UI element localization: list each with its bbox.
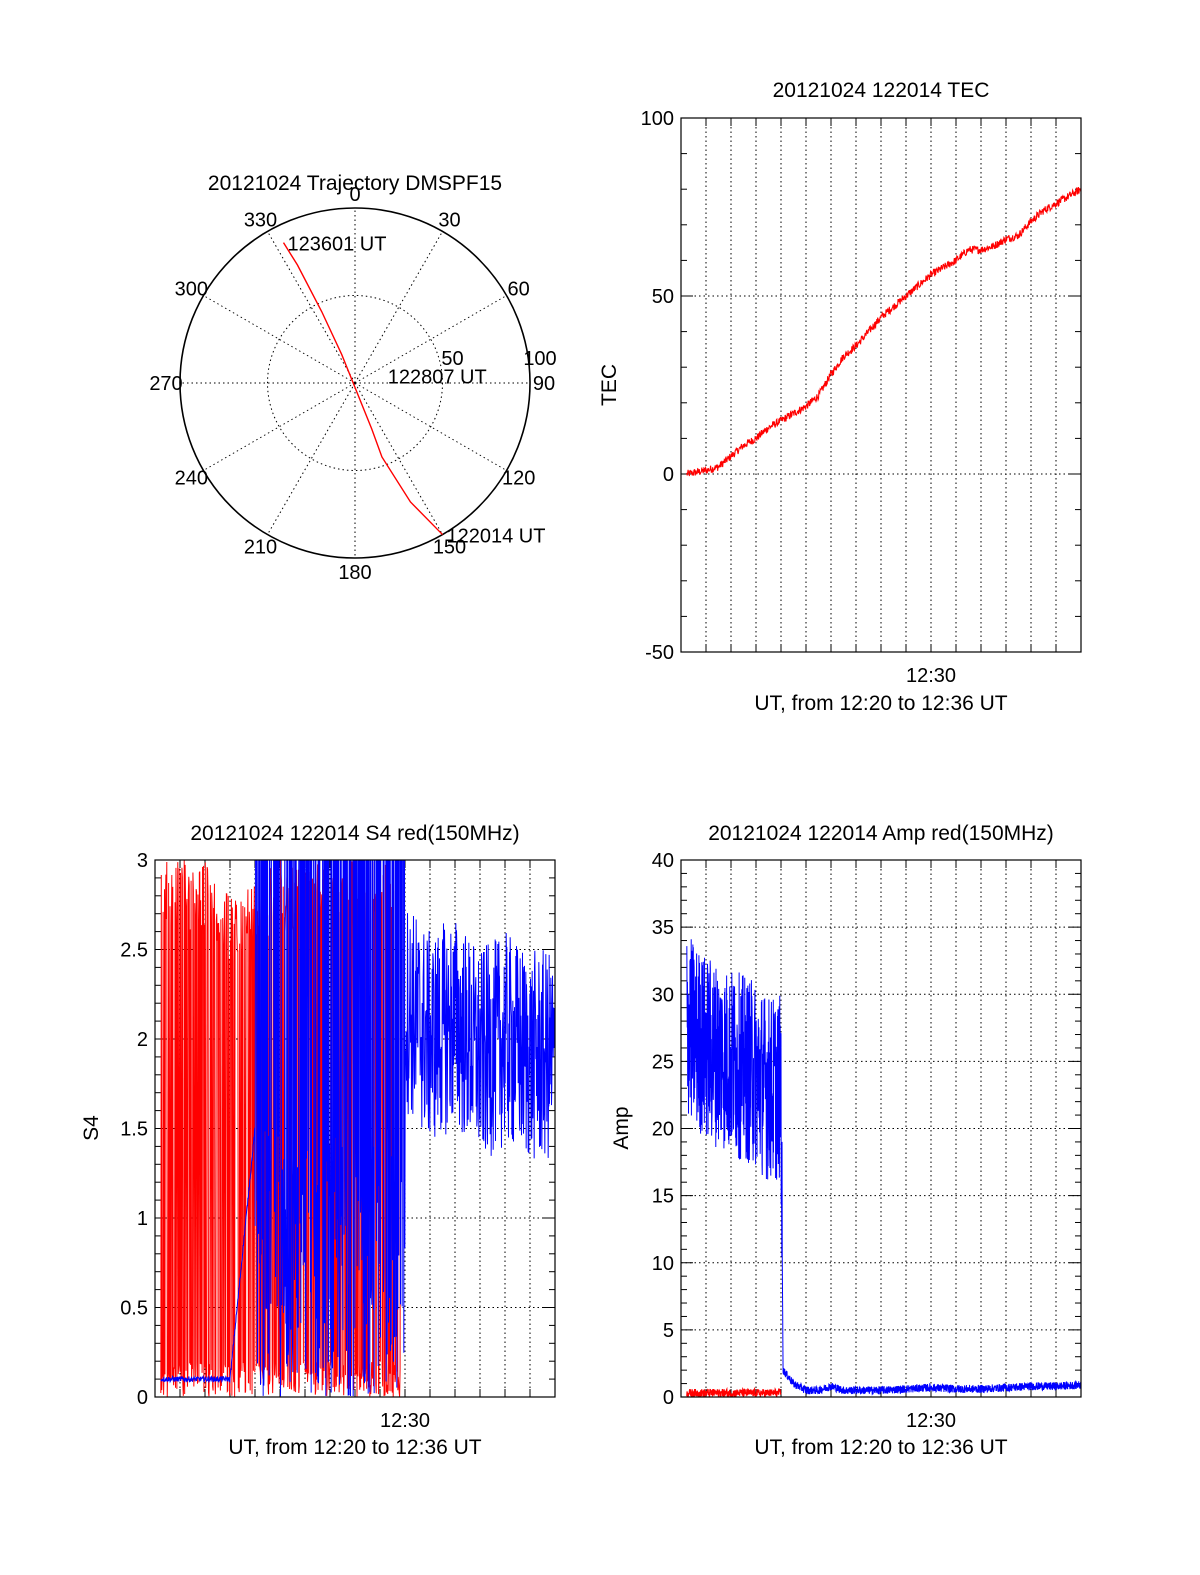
y-tick-label: 50 [652,286,674,308]
y-tick-label: 40 [652,850,674,872]
polar-angle-label: 150 [433,537,466,559]
polar-spoke [267,382,356,535]
amp-title: 20121024 122014 Amp red(150MHz) [708,822,1054,845]
polar-labels: 0 30 60 90 120 150 180 210 240 270 300 330 50 100 [149,184,556,584]
tec-ylabel: TEC [598,364,621,406]
y-tick-label: 0 [663,1387,674,1409]
amp-ylabel: Amp [610,1106,633,1149]
y-tick-label: 100 [641,108,674,130]
polar-trajectory-line [282,242,443,536]
polar-annotation: 122807 UT [388,366,487,388]
s4-plot: 20121024 122014 S4 red(150MHz) UT, from … [80,822,556,1459]
y-tick-label: 3 [137,850,148,872]
y-tick-label: 1 [137,1208,148,1230]
plot-frame [680,859,1082,1398]
tec-xlabel: UT, from 12:20 to 12:36 UT [754,692,1007,715]
y-tick-label: 2.5 [120,940,148,962]
tec-title: 20121024 122014 TEC [773,79,990,102]
series-group [160,860,555,1397]
s4-blue-series [160,860,555,1397]
y-tick-label: 35 [652,917,674,939]
tec-plot: 20121024 122014 TEC UT, from 12:20 to 12… [598,79,1082,715]
plot-frame [680,117,1082,653]
polar-angle-label: 60 [508,279,530,301]
series-group [686,187,1081,477]
polar-trajectory-plot: 20121024 Trajectory DMSPF15 0 30 60 90 120 15… [149,172,556,584]
polar-spoke [203,382,356,471]
amp-plot: 20121024 122014 Amp red(150MHz) UT, from… [610,822,1082,1459]
y-tick-label: 10 [652,1253,674,1275]
polar-radial-label: 50 [441,348,463,370]
polar-angle-label: 90 [533,373,555,395]
polar-angle-label: 270 [149,373,182,395]
polar-annotation: 123601 UT [287,234,386,256]
polar-angle-label: 180 [338,562,371,584]
y-tick-label: -50 [645,642,674,664]
y-tick-label: 0 [663,464,674,486]
polar-radial-label: 100 [523,348,556,370]
polar-angle-label: 210 [244,537,277,559]
polar-angle-label: 330 [244,209,277,231]
plot-frame [154,859,556,1398]
x-tick-label: 12:30 [906,665,956,687]
x-tick-label: 12:30 [906,1410,956,1432]
polar-series: 123601 UT 122807 UT 122014 UT [282,234,546,548]
s4-ylabel: S4 [80,1115,103,1141]
s4-xlabel: UT, from 12:20 to 12:36 UT [228,1436,481,1459]
polar-angle-label: 120 [502,468,535,490]
polar-angle-label: 240 [175,468,208,490]
y-tick-label: 15 [652,1186,674,1208]
tec-series-line [686,187,1081,477]
polar-angle-label: 300 [175,279,208,301]
polar-annotation: 122014 UT [447,526,546,548]
y-tick-label: 25 [652,1051,674,1073]
amp-blue-series [686,939,1081,1396]
series-group [686,939,1081,1397]
y-tick-label: 0.5 [120,1298,148,1320]
y-tick-label: 5 [663,1320,674,1342]
polar-ring [267,295,443,471]
polar-angle-label: 0 [349,184,360,206]
polar-outer-circle [179,207,531,559]
amp-xlabel: UT, from 12:20 to 12:36 UT [754,1436,1007,1459]
y-tick-label: 0 [137,1387,148,1409]
y-tick-label: 1.5 [120,1119,148,1141]
s4-title: 20121024 122014 S4 red(150MHz) [190,822,519,845]
polar-grid [179,207,531,559]
y-tick-label: 20 [652,1119,674,1141]
polar-angle-label: 30 [438,209,460,231]
y-tick-label: 2 [137,1029,148,1051]
polar-title: 20121024 Trajectory DMSPF15 [208,172,502,195]
amp-red-series [686,1386,782,1397]
y-tick-label: 30 [652,984,674,1006]
x-tick-label: 12:30 [380,1410,430,1432]
